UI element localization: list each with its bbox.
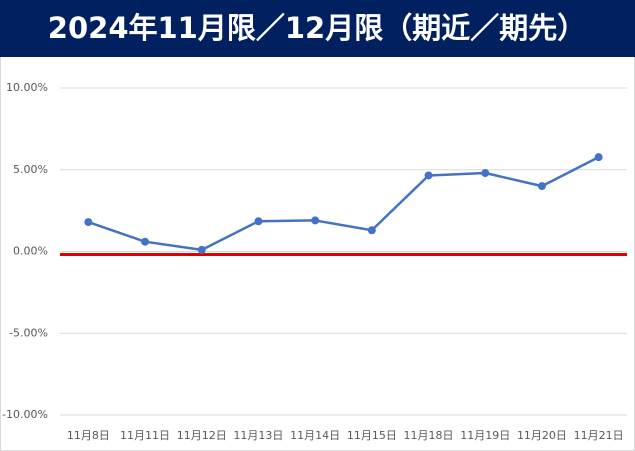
chart-title: 2024年11月限／12月限（期近／期先） xyxy=(48,11,586,45)
data-point xyxy=(537,182,546,191)
data-point xyxy=(197,245,206,254)
data-point xyxy=(141,237,150,246)
x-tick-label: 11月12日 xyxy=(177,429,227,442)
title-banner xyxy=(0,0,635,57)
x-tick-label: 11月18日 xyxy=(404,429,454,442)
data-point xyxy=(311,216,320,225)
data-line xyxy=(87,156,600,252)
data-point xyxy=(84,218,93,227)
y-tick-label: -5.00% xyxy=(9,326,48,339)
y-tick-label: 0.00% xyxy=(13,245,48,258)
y-tick-label: 10.00% xyxy=(6,81,48,94)
data-point xyxy=(594,153,603,162)
x-tick-label: 11月14日 xyxy=(290,429,340,442)
x-tick-label: 11月20日 xyxy=(517,429,567,442)
data-point xyxy=(481,169,490,178)
y-tick-label: 5.00% xyxy=(13,163,48,176)
y-tick-label: -10.00% xyxy=(2,408,48,421)
x-tick-label: 11月15日 xyxy=(347,429,397,442)
x-tick-label: 11月19日 xyxy=(460,429,510,442)
x-tick-label: 11月8日 xyxy=(67,429,110,442)
data-point xyxy=(367,226,376,235)
data-point xyxy=(254,217,263,226)
x-tick-label: 11月11日 xyxy=(120,429,170,442)
x-tick-label: 11月21日 xyxy=(574,429,624,442)
x-tick-label: 11月13日 xyxy=(233,429,283,442)
data-point xyxy=(424,171,433,180)
